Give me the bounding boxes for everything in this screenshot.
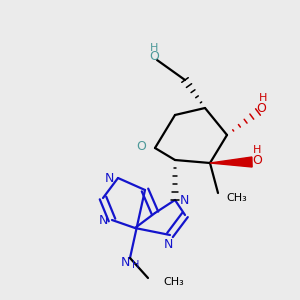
Text: O: O [256,103,266,116]
Text: N: N [120,256,130,269]
Text: H: H [132,260,140,270]
Text: O: O [136,140,146,154]
Text: N: N [179,194,189,208]
Text: CH₃: CH₃ [226,193,247,203]
Text: O: O [149,50,159,64]
Text: H: H [150,43,158,53]
Text: CH₃: CH₃ [163,277,184,287]
Text: H: H [253,145,261,155]
Polygon shape [210,157,252,167]
Text: O: O [252,154,262,167]
Text: N: N [163,238,173,250]
Text: H: H [259,93,267,103]
Text: N: N [104,172,114,184]
Text: N: N [98,214,108,227]
